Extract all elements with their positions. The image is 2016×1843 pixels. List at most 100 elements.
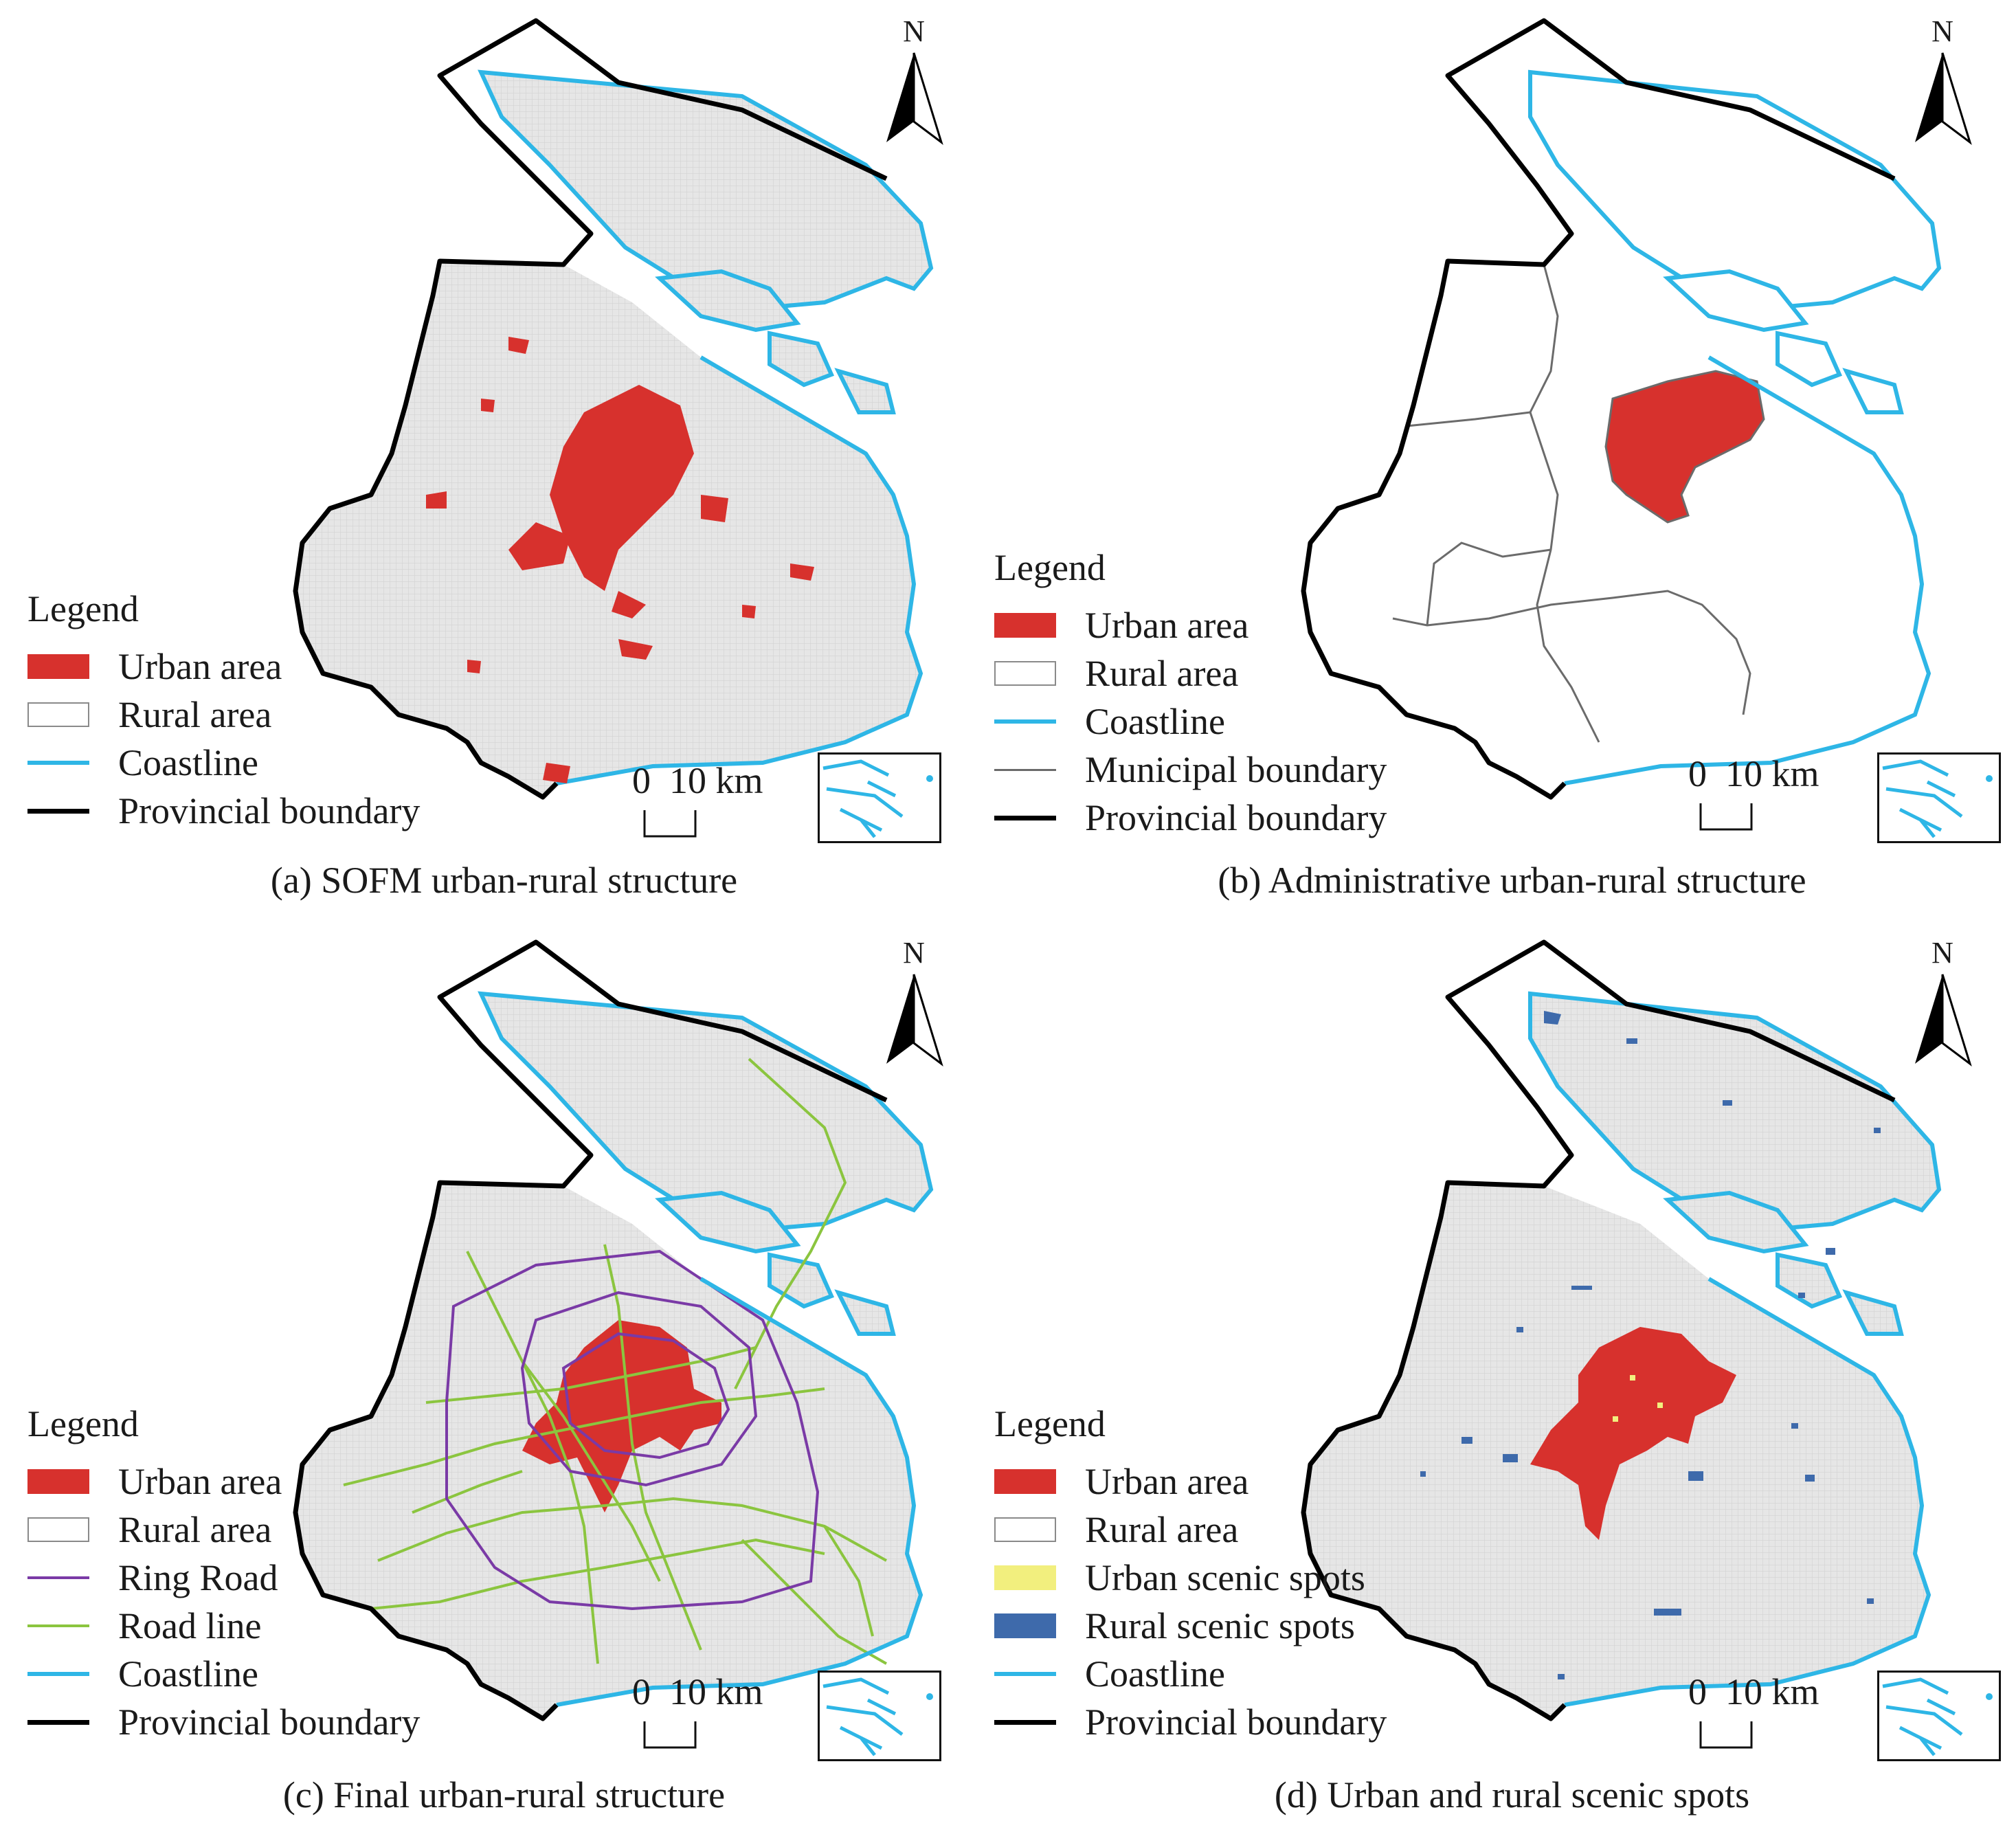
road-lines <box>343 1058 887 1665</box>
provincial-boundary <box>1301 939 1896 1721</box>
municipal-boundaries <box>1392 264 1751 743</box>
panel-scenic: N Legend Urban area Rural area Urban sce… <box>994 922 2016 1843</box>
inset-map <box>1877 1671 2001 1761</box>
ring-roads <box>445 1249 820 1611</box>
rural-scenic-spot <box>1516 1327 1523 1332</box>
map-final <box>293 939 934 1721</box>
coastline <box>556 1277 923 1707</box>
hengsha-island <box>1776 1252 1843 1309</box>
legend-swatch <box>994 768 1056 771</box>
inset-map-icon <box>1882 759 1993 838</box>
panel-caption: (a) SOFM urban-rural structure <box>270 860 738 901</box>
legend-item-coastline: Coastline <box>27 1650 420 1698</box>
urban-patches <box>426 337 814 783</box>
legend-item-urban: Urban area <box>994 601 1387 649</box>
urban-area <box>1530 1327 1736 1540</box>
legend-item-urban: Urban area <box>27 1457 420 1506</box>
legend-label: Municipal boundary <box>1085 749 1387 790</box>
legend-label: Urban scenic spots <box>1085 1557 1365 1598</box>
urban-area <box>1604 370 1765 524</box>
legend-label: Provincial boundary <box>1085 797 1387 838</box>
rural-scenic-spot <box>1798 1293 1805 1298</box>
urban-patch <box>612 591 646 618</box>
legend-item-provincial: Provincial boundary <box>27 1698 420 1746</box>
rural-scenic-spot <box>1558 1674 1565 1679</box>
urban-patch <box>426 491 447 509</box>
panel-final: N Legend Urban area Rural area Ring Road… <box>0 922 1008 1843</box>
legend: Legend Urban area Rural area Coastline P… <box>27 588 420 835</box>
urban-patch <box>618 639 653 660</box>
legend-label: Urban area <box>118 646 282 687</box>
legend-label: Coastline <box>1085 1653 1225 1695</box>
legend-swatch <box>27 1624 89 1627</box>
legend-swatch <box>994 815 1056 820</box>
provincial-boundary <box>293 18 888 800</box>
legend-swatch <box>27 1469 89 1494</box>
north-label: N <box>1931 936 1953 970</box>
legend-label: Urban area <box>118 1461 282 1502</box>
legend-label: Coastline <box>118 742 258 783</box>
urban-scenic-spot <box>1613 1416 1618 1422</box>
scale-label: 0 10 km <box>632 1671 763 1712</box>
panel-caption: (d) Urban and rural scenic spots <box>1274 1774 1750 1816</box>
panel-sofm: N Legend Urban area Rural area Coastline… <box>0 0 1008 922</box>
north-arrow: N <box>876 935 952 1066</box>
rural-scenic-spot <box>1688 1471 1703 1481</box>
legend: Legend Urban area Rural area Ring Road R… <box>27 1403 420 1746</box>
north-arrow-icon <box>1915 974 1972 1066</box>
chongming-island <box>478 69 934 312</box>
scale-label: 0 10 km <box>632 760 763 801</box>
chongming-island <box>1528 69 1942 312</box>
ring-road-outer <box>445 1249 820 1611</box>
scale-bar: 0 10 km <box>1688 752 1853 842</box>
urban-scenic-spot <box>1657 1403 1663 1408</box>
legend-item-urban-scenic: Urban scenic spots <box>994 1554 1387 1602</box>
panel-caption: (c) Final urban-rural structure <box>282 1774 726 1816</box>
urban-patch <box>701 495 728 522</box>
legend-title: Legend <box>27 1403 139 1444</box>
municipal-boundary <box>1426 541 1552 626</box>
legend-label: Rural area <box>118 694 272 735</box>
legend-label: Ring Road <box>118 1557 278 1598</box>
map-administrative <box>1301 18 1942 800</box>
north-arrow: N <box>1905 935 1980 1066</box>
inset-map-icon <box>822 1677 933 1756</box>
municipal-boundary <box>1529 264 1600 743</box>
road-line <box>343 1387 825 1486</box>
north-arrow: N <box>1905 14 1980 145</box>
island-group <box>1528 69 1942 414</box>
scale-label: 0 10 km <box>1688 1671 1819 1712</box>
legend-swatch <box>994 1719 1056 1725</box>
legend-item-coastline: Coastline <box>994 697 1387 746</box>
north-label: N <box>903 14 925 48</box>
shoal-island <box>834 1289 896 1336</box>
legend-label: Coastline <box>118 1653 258 1695</box>
provincial-boundary <box>293 939 888 1721</box>
legend-swatch <box>27 1719 89 1725</box>
urban-patch <box>543 763 570 783</box>
scale-bar-icon <box>1699 803 1753 831</box>
legend-item-provincial: Provincial boundary <box>994 794 1387 842</box>
map-scenic <box>1301 939 1942 1721</box>
legend-swatch <box>27 654 89 679</box>
north-label: N <box>1931 14 1953 48</box>
legend-item-ring-road: Ring Road <box>27 1554 420 1602</box>
legend-item-rural-scenic: Rural scenic spots <box>994 1602 1387 1650</box>
shoal-island <box>1842 1289 1904 1336</box>
scale-bar-icon <box>643 810 697 838</box>
legend-item-coastline: Coastline <box>27 739 420 787</box>
urban-patch <box>467 660 481 673</box>
road-line <box>377 1497 887 1562</box>
legend-swatch <box>994 661 1056 686</box>
urban-scenic-spots <box>1613 1375 1663 1422</box>
rural-scenic-spot <box>1723 1100 1732 1106</box>
legend: Legend Urban area Rural area Coastline M… <box>994 546 1387 842</box>
legend-swatch <box>27 808 89 814</box>
legend-swatch <box>27 1672 89 1676</box>
rural-scenic-spot <box>1826 1248 1835 1255</box>
coastline <box>1564 355 1931 785</box>
legend-label: Road line <box>118 1605 262 1646</box>
legend-title: Legend <box>27 588 139 629</box>
inset-map-icon <box>1882 1677 1993 1756</box>
mainland-rural-area <box>1303 261 1929 797</box>
